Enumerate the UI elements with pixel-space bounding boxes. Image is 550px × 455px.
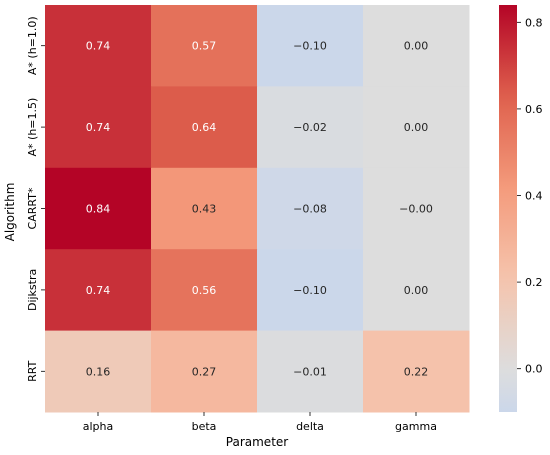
heatmap-cell [363, 330, 470, 413]
cell-value-label: 0.57 [192, 40, 217, 53]
cell-value-label: 0.22 [404, 365, 429, 378]
cell-value-label: 0.27 [192, 365, 217, 378]
cell-value-label: 0.74 [86, 40, 111, 53]
x-tick-label: beta [192, 420, 217, 433]
cell-value-label: 0.00 [404, 40, 429, 53]
colorbar-tick-label: 0.4 [525, 190, 543, 203]
x-axis-label: Parameter [226, 435, 288, 449]
heatmap-cell [257, 249, 364, 332]
heatmap-cell [45, 330, 152, 413]
cell-value-label: −0.01 [293, 365, 327, 378]
colorbar-tick-label: 0.2 [525, 276, 543, 289]
heatmap-cell [363, 167, 470, 250]
cell-value-label: 0.84 [86, 203, 111, 216]
heatmap-cell [151, 86, 258, 169]
x-tick-label: gamma [395, 420, 437, 433]
heatmap-cell [151, 167, 258, 250]
cell-value-label: 0.00 [404, 284, 429, 297]
y-tick-label: A* (h=1.0) [26, 16, 39, 75]
cell-value-label: −0.02 [293, 121, 327, 134]
cell-value-label: 0.16 [86, 365, 111, 378]
heatmap-cell [151, 330, 258, 413]
colorbar [499, 5, 517, 412]
cell-value-label: −0.10 [293, 284, 327, 297]
heatmap-cell [363, 5, 470, 87]
colorbar-ticks: 0.8 0.6 0.4 0.2 0.0 [517, 16, 543, 376]
heatmap-cell [45, 5, 152, 87]
y-tick-label: RRT [26, 360, 39, 381]
cell-value-label: 0.43 [192, 203, 217, 216]
y-axis-ticks: A* (h=1.0) A* (h=1.5) CARRT* Dijkstra RRT [26, 16, 45, 382]
colorbar-tick-label: 0.6 [525, 103, 543, 116]
y-tick-label: CARRT* [26, 187, 39, 229]
heatmap-cell [45, 86, 152, 169]
heatmap-cell [257, 167, 364, 250]
heatmap-cell [257, 5, 364, 87]
cell-value-label: 0.64 [192, 121, 217, 134]
heatmap-cells: 0.74 0.57 −0.10 0.00 0.74 0.64 −0.02 0.00 0.84 0.… [45, 5, 470, 413]
heatmap-cell [151, 5, 258, 87]
colorbar-tick-label: 0.8 [525, 16, 543, 29]
colorbar-tick-label: 0.0 [525, 363, 543, 376]
cell-value-label: −0.10 [293, 40, 327, 53]
y-tick-label: A* (h=1.5) [26, 98, 39, 157]
heatmap-cell [257, 330, 364, 413]
x-axis-ticks: alpha beta delta gamma [83, 412, 437, 433]
x-tick-label: alpha [83, 420, 114, 433]
cell-value-label: −0.08 [293, 203, 327, 216]
heatmap-cell [363, 249, 470, 332]
cell-value-label: 0.00 [404, 121, 429, 134]
cell-value-label: 0.74 [86, 121, 111, 134]
heatmap-cell [363, 86, 470, 169]
y-axis-label: Algorithm [3, 183, 17, 242]
cell-value-label: 0.74 [86, 284, 111, 297]
x-tick-label: delta [296, 420, 324, 433]
heatmap-cell [45, 249, 152, 332]
heatmap-cell [151, 249, 258, 332]
y-tick-label: Dijkstra [26, 269, 39, 311]
cell-value-label: −0.00 [399, 203, 433, 216]
heatmap-cell [257, 86, 364, 169]
cell-value-label: 0.56 [192, 284, 217, 297]
heatmap-cell [45, 167, 152, 250]
